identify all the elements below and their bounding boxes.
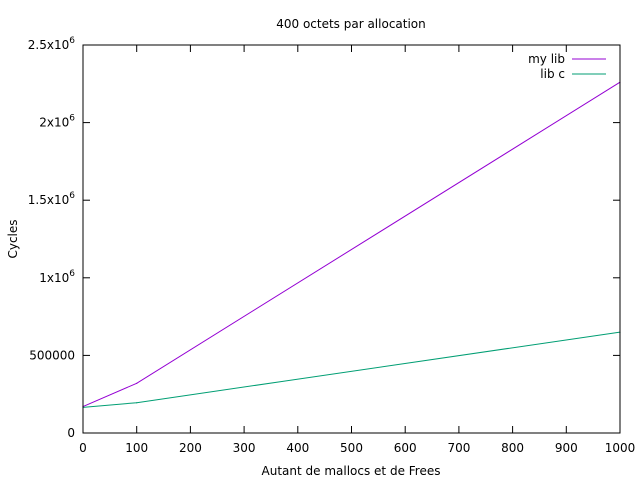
- x-tick-label: 800: [501, 441, 524, 455]
- axis-ticks: 0 100 200 300 400 500 600 700 800 900 1000 0 500000 1…: [28, 36, 635, 455]
- series-lines: [82, 81, 621, 408]
- y-tick-label-base: 500000: [29, 348, 75, 362]
- x-tick-label: 1000: [605, 441, 636, 455]
- y-tick-label: 2.5x106: [28, 36, 75, 52]
- legend-label-lib-c: lib c: [540, 67, 565, 81]
- data-point-lib-c: [136, 402, 138, 404]
- y-tick-label-base: 2x10: [39, 116, 69, 130]
- y-tick-label-base: 0: [67, 426, 75, 440]
- y-tick-label: 500000: [29, 348, 75, 362]
- y-tick-label-base: 1.5x10: [28, 193, 69, 207]
- y-tick-label: 1x106: [39, 269, 75, 285]
- x-tick-label: 500: [340, 441, 363, 455]
- x-tick-label: 900: [555, 441, 578, 455]
- y-tick-label-exponent: 6: [69, 191, 75, 201]
- x-tick-label: 300: [233, 441, 256, 455]
- x-tick-label: 100: [125, 441, 148, 455]
- x-tick-label: 0: [79, 441, 87, 455]
- y-tick-label: 0: [67, 426, 75, 440]
- y-tick-label-exponent: 6: [69, 36, 75, 46]
- y-axis-label: Cycles: [6, 219, 20, 258]
- plot-frame: [82, 44, 621, 434]
- y-tick-label-exponent: 6: [69, 114, 75, 124]
- y-tick-label-exponent: 6: [69, 269, 75, 279]
- y-tick-label-base: 2.5x10: [28, 38, 69, 52]
- series-line-my-lib: [82, 81, 621, 408]
- x-tick-label: 600: [394, 441, 417, 455]
- y-tick-label-base: 1x10: [39, 271, 69, 285]
- y-tick-label: 1.5x106: [28, 191, 75, 207]
- series-line-lib-c: [82, 331, 621, 408]
- legend-label-my-lib: my lib: [528, 52, 565, 66]
- x-tick-label: 700: [447, 441, 470, 455]
- y-tick-label: 2x106: [39, 114, 75, 130]
- x-tick-label: 200: [179, 441, 202, 455]
- data-point-my-lib: [136, 382, 138, 384]
- chart-title: 400 octets par allocation: [276, 17, 426, 31]
- x-tick-label: 400: [286, 441, 309, 455]
- x-axis-label: Autant de mallocs et de Frees: [262, 464, 441, 478]
